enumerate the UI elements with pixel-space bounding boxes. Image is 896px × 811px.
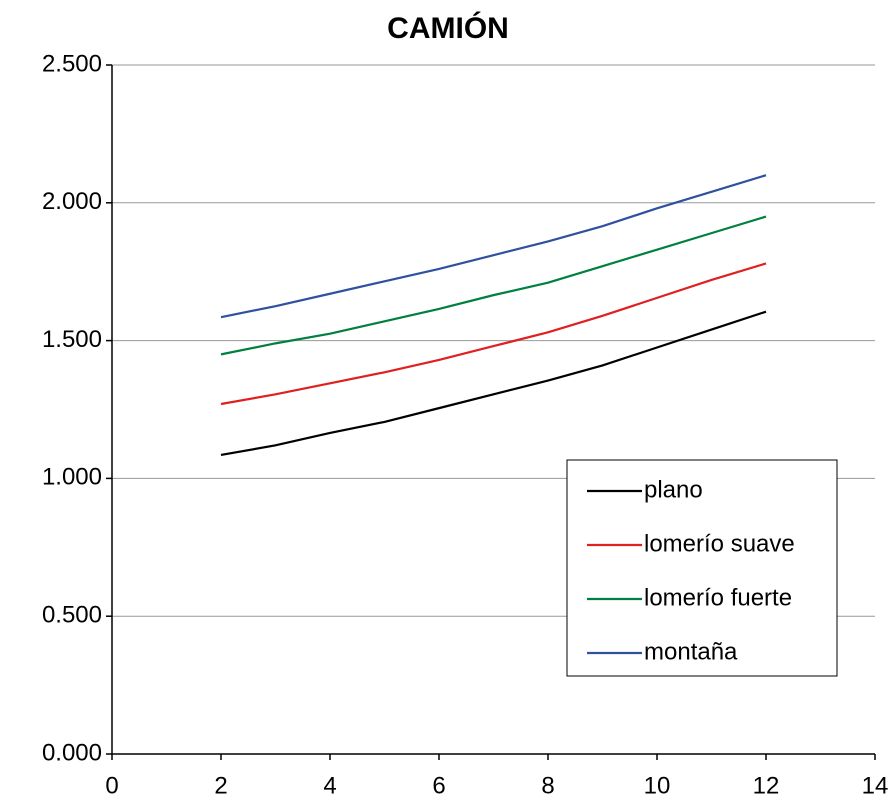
series-line: [220, 262, 767, 406]
y-tick-label: 1.000: [42, 464, 102, 491]
y-tick-label: 1.500: [42, 326, 102, 353]
legend-label: montaña: [644, 638, 738, 665]
x-tick-label: 8: [541, 772, 554, 799]
y-tick-label: 0.000: [42, 739, 102, 766]
series-line: [220, 174, 767, 319]
x-tick-label: 6: [432, 772, 445, 799]
x-tick-label: 12: [753, 772, 780, 799]
x-tick-label: 10: [644, 772, 671, 799]
y-tick-label: 2.000: [42, 188, 102, 215]
legend-box: [566, 459, 838, 677]
x-tick-label: 2: [214, 772, 227, 799]
series-line: [220, 310, 767, 457]
series-line: [220, 215, 767, 356]
legend-label: lomerío fuerte: [644, 584, 792, 611]
legend-label: lomerío suave: [644, 530, 795, 557]
x-tick-label: 4: [323, 772, 336, 799]
x-tick-label: 0: [105, 772, 118, 799]
legend-label: plano: [644, 476, 703, 503]
x-tick-label: 14: [862, 772, 889, 799]
y-tick-label: 2.500: [42, 50, 102, 77]
y-tick-label: 0.500: [42, 602, 102, 629]
chart-title: CAMIÓN: [387, 11, 509, 45]
